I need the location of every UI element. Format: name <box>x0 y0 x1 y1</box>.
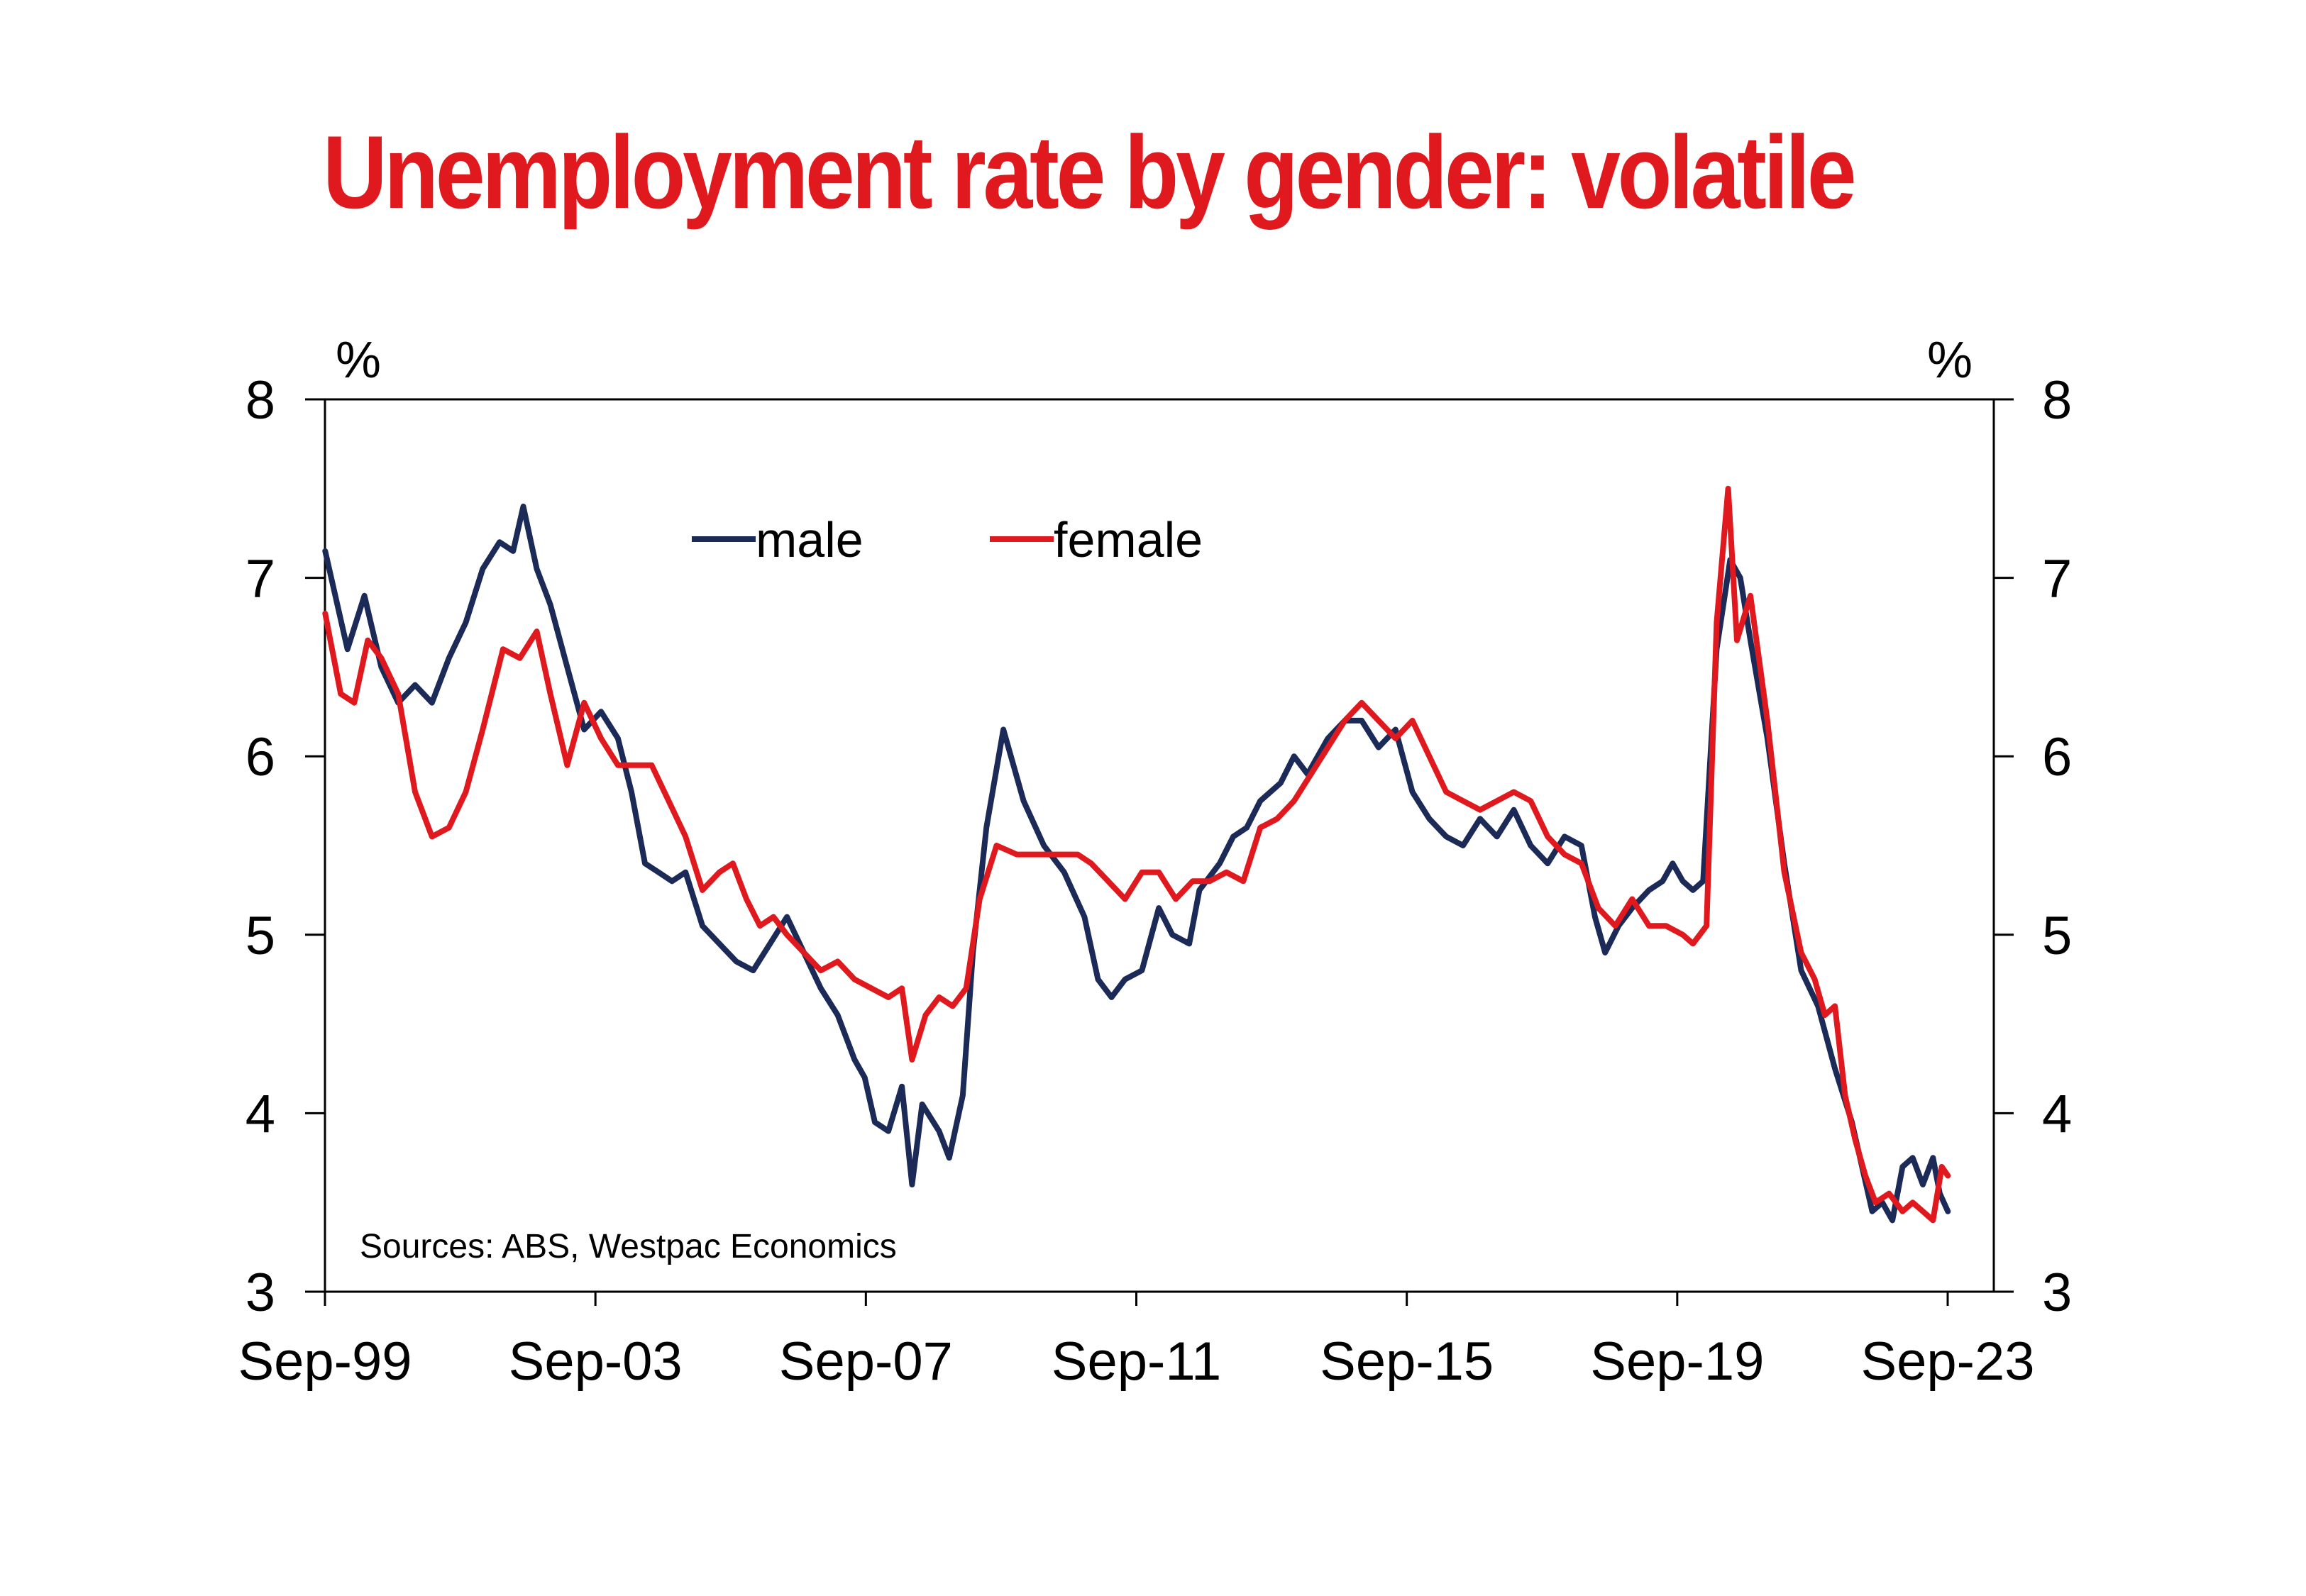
y-axis-right: 3 4 5 6 7 8 <box>1994 370 2072 1323</box>
y-unit-left: % <box>336 332 381 389</box>
y-tick-label-right: 7 <box>2042 549 2072 609</box>
plot-frame <box>324 398 1995 1293</box>
legend-label-female: female <box>1054 512 1203 567</box>
y-tick-label-left: 3 <box>246 1263 275 1323</box>
chart-title: Unemployment rate by gender: volatile <box>323 114 1857 230</box>
y-tick-label-right: 8 <box>2042 370 2072 431</box>
series-line-female <box>322 485 1951 1224</box>
x-axis: Sep-99 Sep-03 Sep-07 Sep-11 Sep-15 Sep-19 Sep-… <box>238 1292 2035 1392</box>
legend-label-male: male <box>756 512 864 567</box>
y-tick-label-right: 6 <box>2042 727 2072 787</box>
y-tick-label-left: 6 <box>246 727 275 787</box>
x-tick-label: Sep-07 <box>779 1331 953 1392</box>
y-tick-label-left: 4 <box>246 1084 275 1144</box>
x-tick-label: Sep-03 <box>509 1331 683 1392</box>
y-axis-left: 3 4 5 6 7 8 <box>246 370 325 1323</box>
y-tick-label-left: 5 <box>246 906 275 966</box>
x-tick-label: Sep-11 <box>1052 1331 1221 1392</box>
legend: male female <box>692 512 1203 567</box>
x-tick-label: Sep-23 <box>1860 1331 2034 1392</box>
y-tick-label-left: 8 <box>246 370 275 431</box>
series-lines <box>322 485 1951 1224</box>
y-tick-label-right: 4 <box>2042 1084 2072 1144</box>
x-tick-label: Sep-19 <box>1590 1331 1764 1392</box>
y-tick-label-right: 5 <box>2042 906 2072 966</box>
y-tick-label-right: 3 <box>2042 1263 2072 1323</box>
series-line-male <box>322 504 1951 1224</box>
y-tick-label-left: 7 <box>246 549 275 609</box>
x-tick-label: Sep-99 <box>238 1331 412 1392</box>
y-unit-right: % <box>1927 332 1973 389</box>
source-note: Sources: ABS, Westpac Economics <box>360 1228 897 1265</box>
x-tick-label: Sep-15 <box>1320 1331 1494 1392</box>
